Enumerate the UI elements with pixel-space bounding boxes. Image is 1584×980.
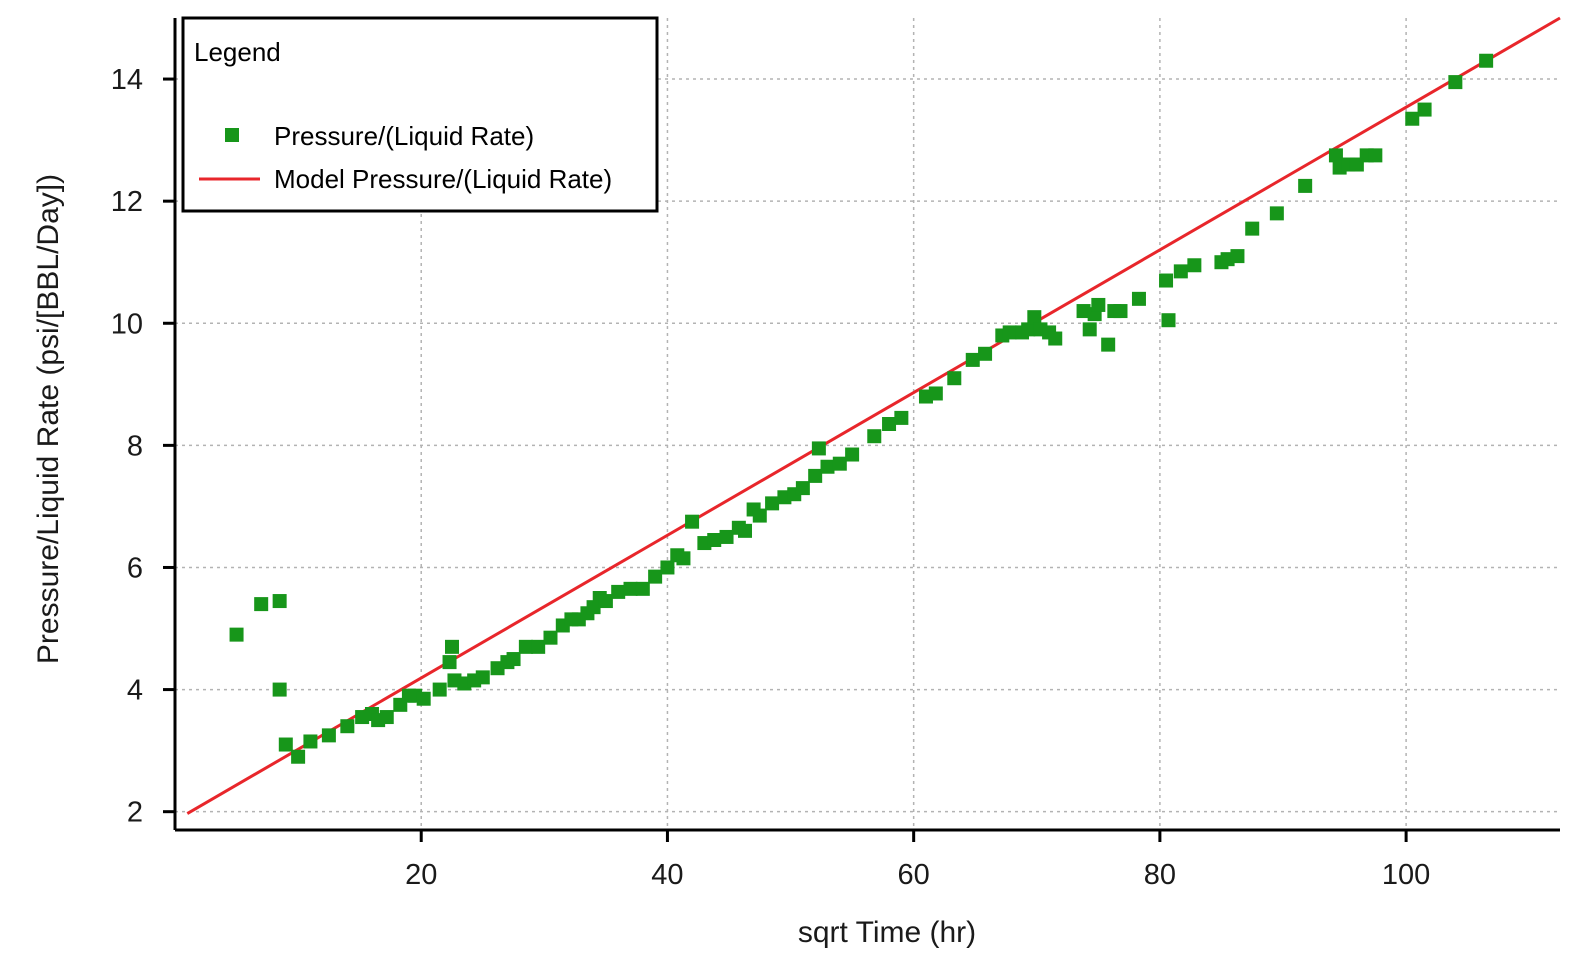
data-point [811, 441, 826, 456]
data-point [1076, 304, 1091, 319]
data-point [1021, 322, 1036, 337]
legend-box [181, 16, 659, 213]
data-point [1131, 291, 1146, 306]
data-point [978, 346, 993, 361]
data-point [518, 639, 533, 654]
ticks: 20 40 60 80 100 2 4 6 8 10 12 14 [111, 64, 1431, 891]
axes [173, 18, 1560, 832]
y-tick-label: 10 [111, 308, 143, 340]
data-point [1048, 331, 1063, 346]
y-tick-label: 4 [127, 675, 143, 707]
data-point [1448, 75, 1463, 90]
data-point [506, 652, 521, 667]
data-point [1173, 264, 1188, 279]
data-point [1230, 249, 1245, 264]
data-point [1405, 111, 1420, 126]
data-point [229, 627, 244, 642]
data-point [1328, 148, 1343, 163]
data-point [738, 523, 753, 538]
x-tick-label: 100 [1382, 859, 1430, 891]
y-tick-label: 8 [127, 430, 143, 462]
data-point [795, 481, 810, 496]
data-point [611, 584, 626, 599]
data-point [379, 710, 394, 725]
data-point [947, 371, 962, 386]
data-point [1161, 313, 1176, 328]
legend-label-model: Model Pressure/(Liquid Rate) [274, 164, 612, 194]
data-point [894, 410, 909, 425]
data-point [1113, 304, 1128, 319]
data-point [928, 386, 943, 401]
x-tick-label: 80 [1144, 859, 1176, 891]
data-point [598, 594, 613, 609]
data-point [635, 581, 650, 596]
data-point [685, 514, 700, 529]
data-point [321, 728, 336, 743]
y-tick-label: 6 [127, 552, 143, 584]
data-point [340, 719, 355, 734]
data-point [1002, 325, 1017, 340]
data-point [820, 459, 835, 474]
data-point [445, 639, 459, 654]
legend-marker-pressure [225, 128, 239, 142]
data-point [432, 682, 447, 697]
data-point [416, 691, 431, 706]
data-point [752, 508, 767, 523]
legend-label-pressure: Pressure/(Liquid Rate) [274, 121, 534, 151]
legend-title: Legend [194, 37, 281, 67]
data-point [965, 352, 980, 367]
data-points [229, 53, 1494, 764]
data-point [1091, 297, 1106, 312]
data-point [303, 734, 318, 749]
data-point [660, 560, 675, 575]
x-tick-label: 40 [651, 859, 683, 891]
data-point [254, 597, 269, 612]
data-point [832, 456, 847, 471]
y-tick-label: 2 [127, 797, 143, 829]
x-axis-title: sqrt Time (hr) [798, 916, 976, 949]
data-point [1187, 258, 1202, 273]
legend: Legend Pressure/(Liquid Rate) Model Pres… [181, 16, 659, 213]
data-point [1298, 178, 1313, 193]
data-point [867, 429, 882, 444]
x-tick-label: 20 [405, 859, 437, 891]
data-point [1479, 53, 1494, 68]
data-point [623, 581, 638, 596]
data-point [1368, 148, 1383, 163]
data-point [1245, 221, 1260, 236]
data-point [882, 417, 897, 431]
data-point [272, 594, 287, 609]
data-point [808, 468, 823, 483]
data-point [765, 496, 780, 511]
data-point [1027, 310, 1042, 325]
data-point [676, 551, 691, 566]
data-point [1101, 337, 1116, 352]
data-point [707, 533, 722, 547]
data-point [719, 529, 734, 544]
data-point [1082, 322, 1097, 337]
y-tick-label: 14 [111, 64, 143, 96]
x-tick-label: 60 [898, 859, 930, 891]
data-point [272, 682, 287, 697]
y-tick-label: 12 [111, 186, 143, 218]
data-point [1159, 273, 1174, 288]
data-point [543, 630, 558, 645]
data-point [1269, 206, 1284, 221]
data-point [442, 655, 457, 670]
data-point [648, 569, 663, 584]
data-point [475, 670, 490, 685]
data-point [531, 639, 546, 654]
data-point [291, 749, 306, 764]
data-point [278, 737, 293, 752]
data-point [845, 447, 860, 462]
data-point [1417, 102, 1432, 117]
y-axis-title: Pressure/Liquid Rate (psi/[BBL/Day]) [32, 174, 65, 664]
